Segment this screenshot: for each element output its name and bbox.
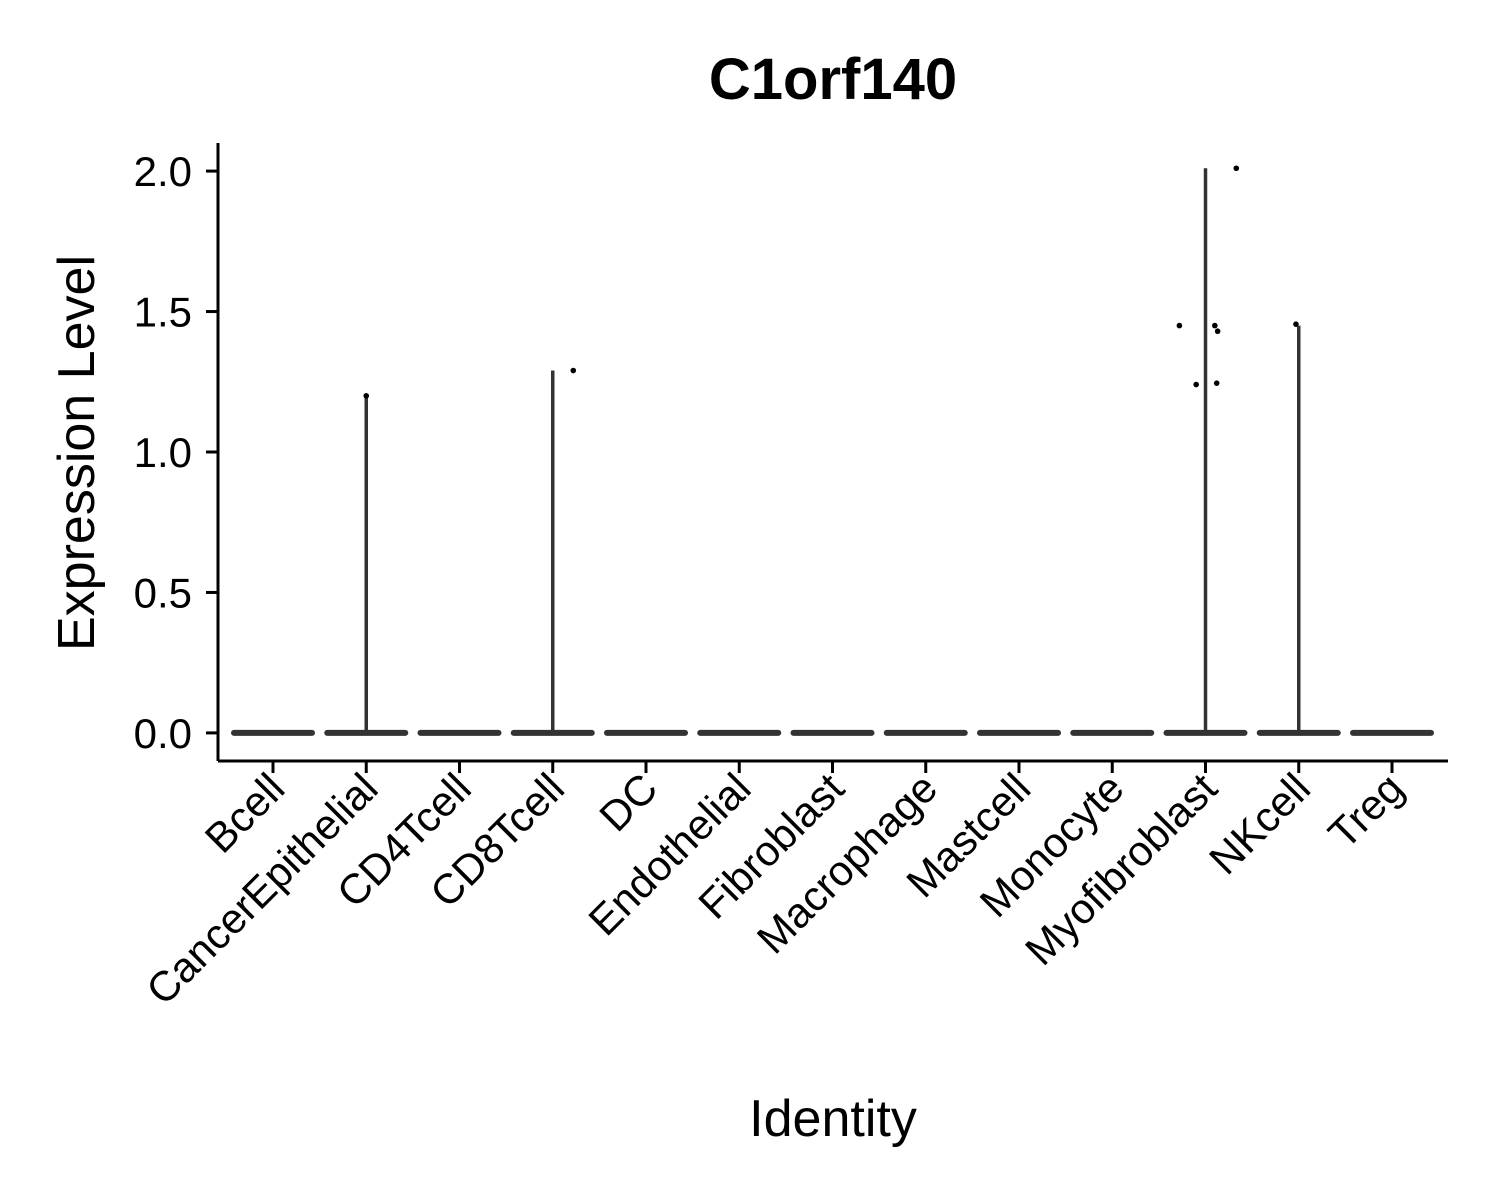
violin-base	[417, 729, 502, 736]
data-point	[1193, 381, 1199, 388]
violin-base	[604, 729, 688, 736]
y-tick-label: 1.5	[134, 289, 192, 336]
data-point	[570, 367, 577, 374]
x-tick-label: NKcell	[1200, 764, 1319, 883]
violin-base	[697, 729, 782, 736]
y-tick-label: 1.0	[134, 429, 192, 476]
data-point	[363, 393, 370, 399]
data-point	[1176, 322, 1183, 329]
y-axis: 0.0 0.5 1.0 1.5 2.0	[134, 143, 220, 761]
y-tick-label: 2.0	[134, 148, 192, 195]
violin-base	[1070, 729, 1155, 736]
violin-base	[790, 729, 875, 736]
y-tick-label: 0.5	[134, 569, 192, 616]
data-point	[1212, 322, 1218, 329]
x-tick-label: DC	[590, 764, 666, 840]
y-axis-title: Expression Level	[48, 255, 106, 651]
plot-area	[231, 165, 1434, 736]
chart-title: C1orf140	[709, 47, 957, 112]
violin-base	[977, 729, 1061, 736]
data-point	[1233, 165, 1240, 172]
data-point	[1293, 321, 1299, 327]
x-axis-title: Identity	[749, 1090, 917, 1148]
violin-base	[231, 729, 315, 736]
data-point	[1214, 328, 1221, 335]
violin-base	[1350, 729, 1434, 736]
data-point	[1213, 380, 1220, 386]
y-tick-label: 0.0	[134, 710, 192, 757]
violin-base	[883, 729, 968, 736]
x-tick-label: Treg	[1319, 764, 1412, 857]
